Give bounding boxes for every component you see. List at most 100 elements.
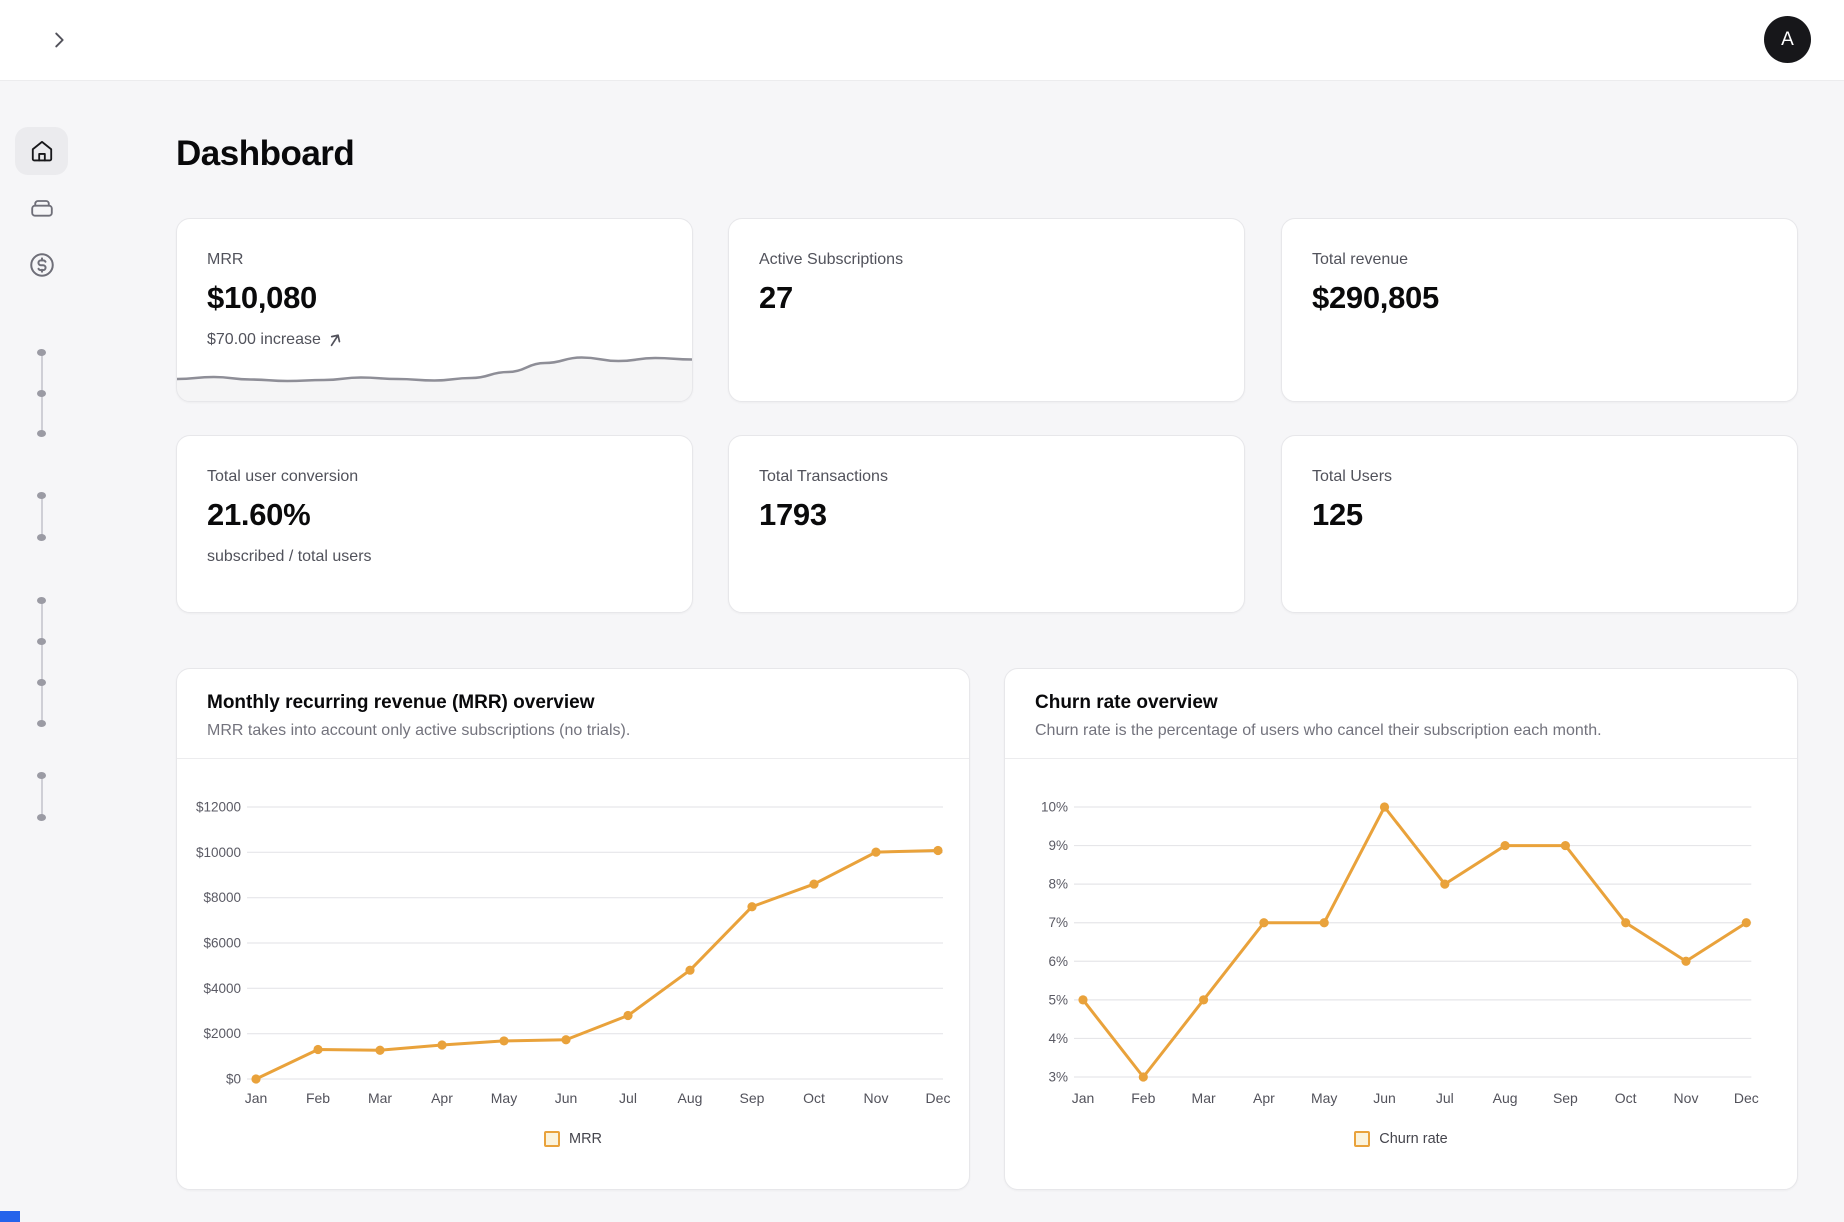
timeline-dot bbox=[37, 389, 46, 397]
stat-card-active-subscriptions: Active Subscriptions 27 bbox=[728, 218, 1245, 402]
bottom-left-accent bbox=[0, 1211, 20, 1222]
timeline-dot bbox=[37, 430, 46, 437]
svg-text:Nov: Nov bbox=[1674, 1090, 1699, 1106]
timeline-dot bbox=[37, 597, 46, 604]
svg-text:$6000: $6000 bbox=[203, 936, 241, 951]
timeline-dot bbox=[37, 720, 46, 727]
sidebar-expand-button[interactable] bbox=[42, 23, 76, 57]
stat-label: Total Transactions bbox=[759, 468, 888, 485]
svg-text:8%: 8% bbox=[1048, 877, 1068, 892]
svg-text:May: May bbox=[1311, 1090, 1337, 1106]
timeline-dot bbox=[37, 814, 46, 821]
avatar[interactable]: A bbox=[1764, 16, 1811, 63]
svg-text:$2000: $2000 bbox=[203, 1026, 241, 1041]
svg-text:Aug: Aug bbox=[678, 1090, 703, 1106]
sidebar-item-wallet[interactable] bbox=[24, 192, 60, 224]
timeline-dot bbox=[37, 638, 46, 645]
stat-label: Total user conversion bbox=[207, 468, 359, 485]
legend-label: MRR bbox=[568, 1131, 603, 1147]
sidebar-item-home[interactable] bbox=[15, 127, 68, 175]
svg-text:Jun: Jun bbox=[1373, 1090, 1396, 1106]
sidebar-item-revenue[interactable] bbox=[24, 248, 60, 282]
chart-title: Monthly recurring revenue (MRR) overview bbox=[207, 692, 595, 713]
dot-connector-line bbox=[41, 775, 43, 818]
chart-subtitle: MRR takes into account only active subsc… bbox=[207, 722, 631, 739]
stat-card-total-transactions: Total Transactions 1793 bbox=[728, 435, 1245, 613]
svg-text:Sep: Sep bbox=[740, 1090, 765, 1106]
sidebar bbox=[0, 82, 100, 1222]
svg-text:Jan: Jan bbox=[245, 1090, 268, 1106]
chart-legend: Churn rate bbox=[1005, 1124, 1797, 1154]
stat-card-mrr: MRR $10,080 $70.00 increase bbox=[176, 218, 693, 402]
svg-text:Feb: Feb bbox=[1131, 1090, 1155, 1106]
svg-text:Mar: Mar bbox=[368, 1090, 392, 1106]
stat-label: Total Users bbox=[1312, 468, 1393, 485]
svg-text:Apr: Apr bbox=[431, 1090, 453, 1106]
avatar-initial: A bbox=[1781, 28, 1794, 50]
timeline-dot bbox=[37, 349, 46, 356]
timeline-dot bbox=[37, 679, 46, 686]
chart-subtitle: Churn rate is the percentage of users wh… bbox=[1035, 722, 1602, 739]
svg-text:May: May bbox=[491, 1090, 517, 1106]
chart-legend: MRR bbox=[177, 1124, 969, 1154]
stat-card-total-revenue: Total revenue $290,805 bbox=[1281, 218, 1798, 402]
svg-text:10%: 10% bbox=[1041, 800, 1068, 815]
svg-text:$12000: $12000 bbox=[196, 800, 241, 815]
svg-text:Dec: Dec bbox=[926, 1090, 951, 1106]
svg-text:9%: 9% bbox=[1048, 838, 1068, 853]
dollar-circle-icon bbox=[27, 250, 57, 280]
dot-connector-line bbox=[41, 600, 43, 724]
mrr-sparkline bbox=[177, 356, 692, 401]
timeline-dot bbox=[37, 492, 46, 499]
churn-line-chart: 10% 9% 8% 7% 6% 5% 4% 3% Jan Feb Mar Apr May Jun Jul Au… bbox=[1041, 800, 1759, 1107]
stat-label: Total revenue bbox=[1312, 251, 1409, 268]
legend-label: Churn rate bbox=[1379, 1131, 1448, 1147]
stat-value: 21.60% bbox=[207, 496, 311, 532]
svg-text:Sep: Sep bbox=[1553, 1090, 1578, 1106]
arrow-up-icon bbox=[325, 330, 344, 349]
timeline-dot bbox=[37, 772, 46, 779]
svg-text:4%: 4% bbox=[1048, 1031, 1068, 1046]
svg-text:$0: $0 bbox=[226, 1072, 241, 1087]
stat-label: Active Subscriptions bbox=[759, 251, 904, 268]
svg-text:Jun: Jun bbox=[555, 1090, 578, 1106]
stat-subtext: subscribed / total users bbox=[207, 547, 372, 565]
dot-connector-line bbox=[41, 495, 43, 538]
svg-text:Oct: Oct bbox=[803, 1090, 825, 1106]
stat-value: $10,080 bbox=[207, 279, 317, 315]
chart-title: Churn rate overview bbox=[1035, 692, 1218, 713]
churn-chart-card: Churn rate overview Churn rate is the pe… bbox=[1004, 668, 1798, 1190]
svg-text:$4000: $4000 bbox=[203, 981, 241, 996]
svg-text:Feb: Feb bbox=[306, 1090, 330, 1106]
svg-text:3%: 3% bbox=[1048, 1070, 1068, 1085]
svg-text:Jul: Jul bbox=[1436, 1090, 1454, 1106]
svg-text:Jan: Jan bbox=[1072, 1090, 1095, 1106]
stat-card-user-conversion: Total user conversion 21.60% subscribed … bbox=[176, 435, 693, 613]
svg-text:$10000: $10000 bbox=[196, 845, 241, 860]
svg-text:Mar: Mar bbox=[1192, 1090, 1216, 1106]
svg-text:Jul: Jul bbox=[619, 1090, 637, 1106]
legend-swatch-churn bbox=[1354, 1131, 1371, 1147]
svg-text:6%: 6% bbox=[1048, 954, 1068, 969]
sidebar-dot-group bbox=[37, 597, 47, 727]
mrr-line-chart: $12000 $10000 $8000 $6000 $4000 $2000 $0 Jan Feb… bbox=[196, 800, 951, 1107]
sidebar-dot-group bbox=[37, 492, 47, 541]
svg-text:Aug: Aug bbox=[1493, 1090, 1518, 1106]
timeline-dot bbox=[37, 534, 46, 541]
wallet-icon bbox=[27, 194, 57, 222]
svg-text:Apr: Apr bbox=[1253, 1090, 1275, 1106]
page-title: Dashboard bbox=[176, 134, 355, 173]
svg-text:Oct: Oct bbox=[1615, 1090, 1637, 1106]
chevron-right-icon bbox=[48, 29, 70, 51]
svg-text:$8000: $8000 bbox=[203, 890, 241, 905]
svg-text:7%: 7% bbox=[1048, 915, 1068, 930]
stat-value: 27 bbox=[759, 279, 793, 315]
svg-text:Nov: Nov bbox=[864, 1090, 889, 1106]
stat-card-total-users: Total Users 125 bbox=[1281, 435, 1798, 613]
stat-value: $290,805 bbox=[1312, 279, 1439, 315]
sidebar-dot-group bbox=[37, 349, 47, 437]
stat-subtext: $70.00 increase bbox=[207, 330, 321, 348]
mrr-chart-card: Monthly recurring revenue (MRR) overview… bbox=[176, 668, 970, 1190]
top-bar: A bbox=[0, 0, 1844, 81]
stat-label: MRR bbox=[207, 251, 244, 268]
